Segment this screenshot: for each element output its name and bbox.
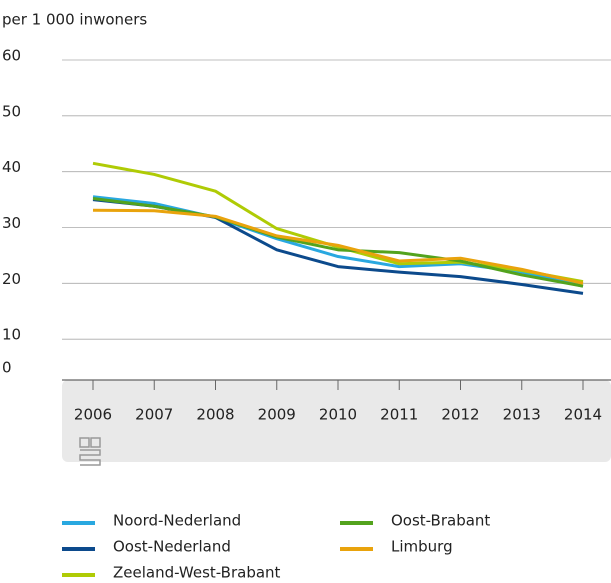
y-tick-label: 20 xyxy=(2,270,21,288)
legend-label: Oost-Nederland xyxy=(113,538,231,556)
legend-label: Noord-Nederland xyxy=(113,512,241,530)
y-tick-label: 50 xyxy=(2,102,21,120)
y-tick-label: 0 xyxy=(2,359,12,377)
x-tick-label: 2007 xyxy=(135,406,173,424)
x-tick-label: 2009 xyxy=(258,406,296,424)
x-tick-label: 2013 xyxy=(503,406,541,424)
x-tick-label: 2014 xyxy=(564,406,602,424)
y-axis-label: per 1 000 inwoners xyxy=(2,11,147,29)
logo xyxy=(79,437,101,466)
x-tick-label: 2011 xyxy=(380,406,418,424)
x-tick-label: 2006 xyxy=(74,406,112,424)
legend-label: Zeeland-West-Brabant xyxy=(113,564,281,582)
series-line xyxy=(92,208,584,285)
y-tick-label: 40 xyxy=(2,158,21,176)
legend-label: Oost-Brabant xyxy=(391,512,490,530)
x-tick-label: 2008 xyxy=(196,406,234,424)
series-line xyxy=(92,161,584,284)
x-tick-label: 2012 xyxy=(441,406,479,424)
axis-band xyxy=(62,380,611,462)
series-line xyxy=(92,196,584,288)
y-tick-label: 10 xyxy=(2,326,21,344)
y-tick-label: 30 xyxy=(2,214,21,232)
legend-label: Limburg xyxy=(391,538,453,556)
x-tick-label: 2010 xyxy=(319,406,357,424)
y-tick-label: 60 xyxy=(2,47,21,65)
